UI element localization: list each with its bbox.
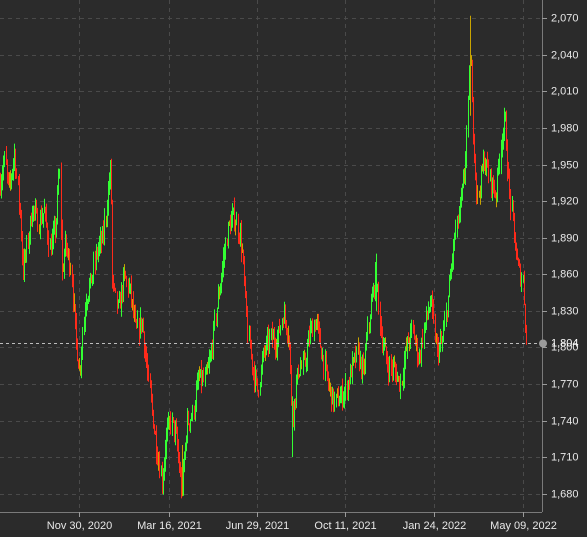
y-tick-label: 2,010 <box>551 85 579 97</box>
x-axis-ticks: Nov 30, 2020 Mar 16, 2021 Jun 29, 2021 Oct … <box>47 512 557 532</box>
x-tick-label: Nov 30, 2020 <box>47 520 112 532</box>
y-axis-ticks: 1,680 1,710 1,740 1,770 1,800 1,830 1,860 1,890… <box>542 12 579 500</box>
y-tick-label: 1,770 <box>551 378 579 390</box>
x-tick-label: May 09, 2022 <box>490 520 557 532</box>
y-tick-label: 1,710 <box>551 451 579 463</box>
y-tick-label: 1,860 <box>551 268 579 280</box>
x-tick-label: Jan 24, 2022 <box>403 520 467 532</box>
y-tick-label: 1,890 <box>551 232 579 244</box>
last-price-marker: 1,804 <box>539 337 579 349</box>
y-tick-label: 1,950 <box>551 159 579 171</box>
x-tick-label: Jun 29, 2021 <box>226 520 290 532</box>
y-tick-label: 1,680 <box>551 488 579 500</box>
y-tick-label: 1,920 <box>551 195 579 207</box>
y-tick-label: 1,800 <box>551 341 579 353</box>
y-tick-label: 1,740 <box>551 415 579 427</box>
last-price-label: 1,804 <box>551 337 579 349</box>
candles <box>0 15 527 499</box>
x-tick-label: Mar 16, 2021 <box>137 520 202 532</box>
y-tick-label: 1,980 <box>551 122 579 134</box>
x-tick-label: Oct 11, 2021 <box>314 520 376 532</box>
y-tick-label: 2,070 <box>551 12 579 24</box>
y-tick-label: 2,040 <box>551 49 579 61</box>
last-price-dot <box>539 339 547 348</box>
y-tick-label: 1,830 <box>551 305 579 317</box>
